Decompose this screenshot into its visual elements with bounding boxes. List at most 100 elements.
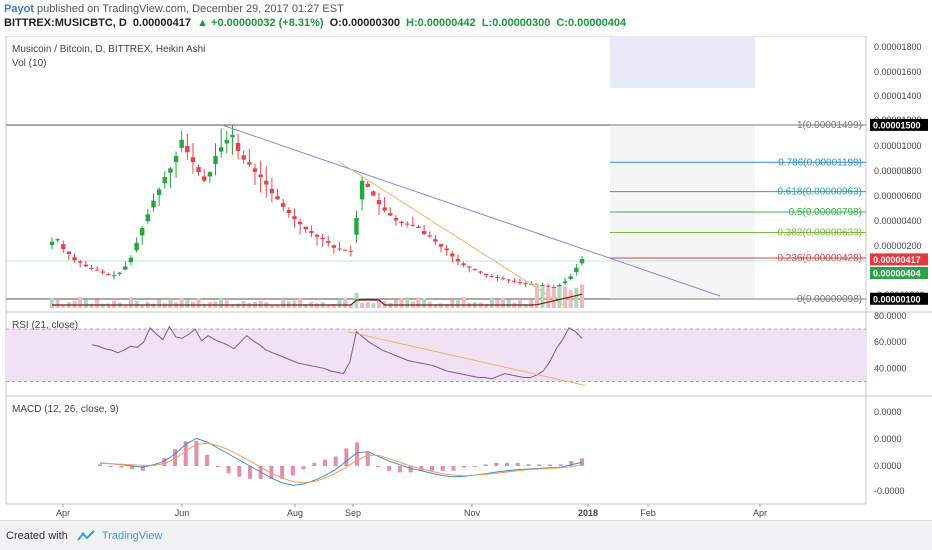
candle-body (66, 251, 72, 255)
candle-body (371, 191, 376, 196)
candle-body (111, 275, 117, 277)
volume-bar (405, 297, 410, 308)
time-tick-label: Nov (464, 508, 481, 518)
volume-bar (337, 299, 342, 308)
candle-body (326, 241, 331, 243)
macd-histogram-bar (515, 462, 520, 466)
candle-body (162, 177, 167, 184)
macd-histogram-bar (376, 466, 381, 467)
volume-bar (281, 299, 286, 308)
candle-body (297, 221, 303, 225)
macd-tick-label: 0.0000 (874, 407, 902, 417)
volume-bar (100, 303, 105, 308)
candle-body (376, 200, 382, 205)
candle-body (348, 250, 354, 252)
candle-body (433, 239, 438, 242)
price-badge-label: 0.00000417 (873, 255, 921, 265)
volume-bar (303, 304, 308, 308)
volume-bar (123, 304, 128, 308)
candle-body (455, 259, 461, 262)
macd-histogram-bar (472, 466, 477, 467)
volume-bar (489, 297, 494, 308)
macd-histogram-bar (483, 464, 488, 466)
price-badge (870, 266, 928, 279)
price-tick-label: 0.00000600 (874, 191, 922, 201)
author-name[interactable]: Payot (4, 3, 34, 15)
volume-bar (112, 300, 117, 308)
candle-body (292, 216, 297, 220)
volume-bar (540, 286, 545, 308)
volume-bar (495, 300, 500, 308)
chart-header: Payot published on TradingView.com, Dece… (0, 0, 932, 36)
macd-histogram-bar (119, 466, 124, 468)
candle-body (235, 142, 241, 151)
volume-bar (179, 297, 184, 308)
publish-info: Payot published on TradingView.com, Dece… (4, 3, 344, 15)
footer-credit: Created with TradingView (6, 530, 162, 542)
candle-body (354, 218, 359, 235)
trendline-blue (221, 124, 721, 297)
candle-body (140, 227, 145, 236)
macd-histogram-bar (269, 466, 274, 479)
volume-bar (523, 303, 528, 308)
candle-body (568, 276, 573, 279)
candle-body (128, 257, 134, 263)
candle-body (151, 200, 156, 208)
macd-histogram-bar (569, 461, 574, 466)
volume-bar (529, 299, 534, 308)
rsi-tick-label: 80.0000 (874, 311, 907, 321)
macd-histogram-bar (494, 462, 499, 466)
candle-body (247, 162, 252, 165)
chart-area[interactable]: 1(0.00001499) 0.786(0.00001199) 0.618(0.00… (0, 35, 932, 520)
candle-body (218, 147, 224, 152)
candle-body (545, 285, 551, 287)
macd-histogram-bar (312, 462, 317, 466)
candle-body (500, 278, 506, 280)
candle-body (179, 139, 184, 148)
volume-bar (551, 288, 556, 308)
candle-body (145, 214, 151, 222)
volume-bar (55, 299, 60, 308)
macd-tick-label: 0.0000 (874, 434, 902, 444)
macd-histogram-bar (140, 466, 145, 471)
candle-body (134, 242, 139, 251)
macd-histogram-bar (194, 440, 199, 466)
symbol-label: BITTREX:MUSICBTC, D (4, 17, 127, 29)
candle-body (269, 188, 275, 194)
published-text: published on TradingView.com, December 2… (37, 3, 344, 15)
macd-histogram-bar (108, 466, 113, 467)
macd-histogram-bar (547, 464, 552, 466)
price-chart-svg[interactable]: 1(0.00001499) 0.786(0.00001199) 0.618(0.00… (0, 35, 932, 520)
volume-bar (61, 304, 66, 308)
volume-bar (580, 284, 584, 308)
volume-bar (393, 299, 398, 308)
candle-body (83, 264, 89, 267)
volume-bar (78, 297, 83, 308)
volume-bar (360, 302, 365, 308)
volume-bar (501, 298, 506, 308)
volume-bar (433, 304, 438, 308)
candle-body (540, 285, 545, 287)
high-value: H:0.00000442 (406, 17, 476, 29)
tradingview-link[interactable]: TradingView (101, 530, 163, 542)
rsi-tick-label: 40.0000 (874, 363, 907, 373)
price-tick-label: 0.00001600 (874, 67, 922, 77)
candle-body (557, 285, 562, 287)
candle-body (168, 168, 173, 173)
candle-body (230, 134, 235, 138)
projection-zone (610, 36, 755, 88)
price-tick-label: 0.00001400 (874, 91, 922, 101)
volume-bar (95, 299, 100, 308)
rsi-line (91, 325, 583, 380)
volume-bar (331, 303, 336, 308)
macd-histogram-bar (162, 458, 167, 466)
volume-bar (202, 303, 207, 308)
volume-bar (574, 287, 579, 308)
candle-body (156, 189, 162, 196)
macd-line (99, 437, 583, 486)
candle-body (49, 241, 55, 246)
price-tick-label: 0.00000400 (874, 216, 922, 226)
volume-bar (563, 286, 568, 308)
volume-bar (568, 290, 573, 308)
candle-body (224, 139, 229, 144)
